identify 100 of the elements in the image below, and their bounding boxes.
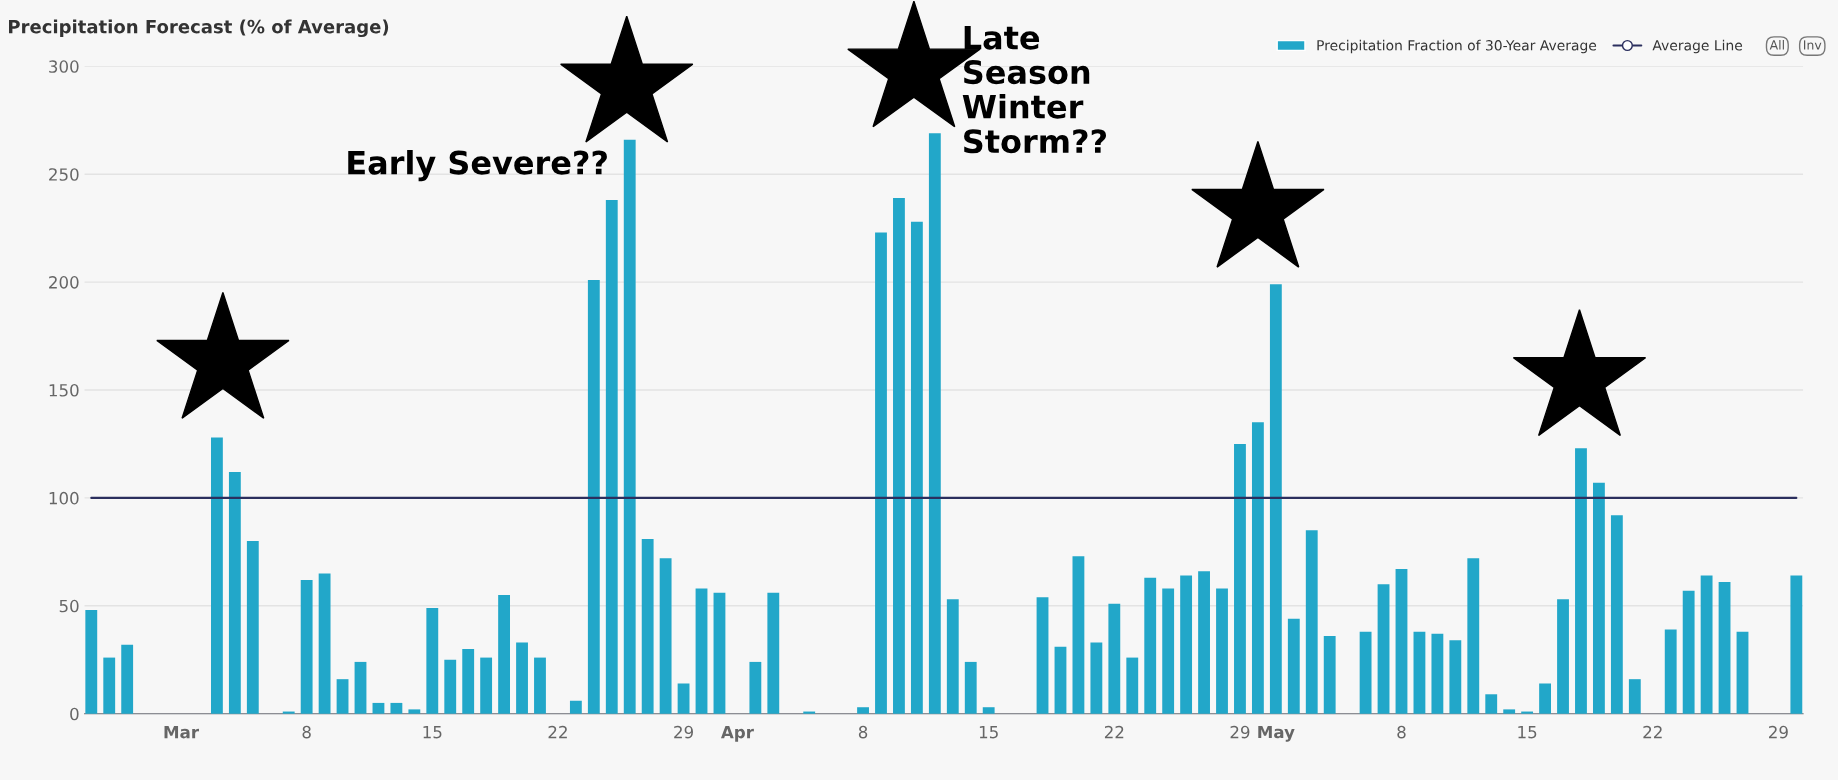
bar (1718, 582, 1731, 714)
bar (1503, 709, 1516, 714)
bar (354, 661, 367, 714)
x-tick-label: May (1258, 725, 1295, 742)
bar (1682, 590, 1695, 714)
bar (1072, 556, 1085, 714)
text: All (1769, 39, 1784, 50)
y-tick-label: 50 (59, 599, 79, 613)
bar (1413, 631, 1426, 714)
bar (982, 707, 995, 714)
bar (462, 648, 475, 714)
bar (928, 133, 941, 714)
x-tick-label: 15 (1518, 726, 1537, 739)
bar (695, 588, 708, 714)
bar (1359, 631, 1372, 714)
bar (767, 592, 780, 714)
bar (964, 661, 977, 714)
bar (659, 558, 672, 714)
x-tick-label: 8 (858, 725, 868, 739)
y-tick-label: 150 (49, 383, 79, 397)
annotation: Early Severe?? (348, 149, 607, 182)
bar (605, 200, 618, 714)
bar (390, 702, 403, 714)
bar (210, 437, 223, 714)
bar (1036, 597, 1049, 714)
bar (408, 709, 421, 714)
bar (893, 197, 905, 714)
bar (426, 607, 439, 714)
x-tick-label: 22 (1104, 725, 1124, 739)
bar (1216, 588, 1228, 714)
bar (228, 472, 241, 714)
bar (677, 683, 690, 714)
bar (910, 221, 923, 714)
x-tick-label: 8 (302, 725, 311, 739)
bar (1180, 575, 1193, 714)
text: Inv (1803, 40, 1822, 50)
bar (623, 139, 636, 714)
x-tick-label: 22 (1643, 725, 1662, 739)
bar (713, 592, 726, 714)
y-tick-label: 200 (49, 276, 79, 289)
bar (336, 679, 349, 714)
bar (641, 538, 654, 714)
bar (480, 657, 493, 714)
x-tick-label: Apr (720, 726, 754, 742)
chart-title: Precipitation Forecast (% of Average) (9, 19, 389, 38)
bar (1162, 588, 1175, 714)
bar (1736, 631, 1749, 714)
bar (1198, 571, 1210, 714)
y-tick-label: 100 (49, 491, 79, 505)
bar (1628, 679, 1641, 714)
bar (569, 700, 582, 714)
bar (1323, 636, 1336, 714)
bar (1610, 515, 1623, 714)
bar (803, 711, 816, 714)
bar (282, 711, 295, 714)
x-tick-label: 22 (548, 725, 567, 739)
bar (1700, 575, 1713, 714)
legend-label: Precipitation Fraction of 30-Year Average (1317, 39, 1597, 54)
bar (1539, 683, 1551, 714)
bar (1664, 629, 1677, 714)
bar (1305, 530, 1318, 714)
bar (1108, 603, 1121, 714)
bar (318, 573, 331, 714)
bar (587, 279, 600, 714)
x-tick-label: 29 (1769, 725, 1788, 739)
x-tick-label: 15 (979, 726, 998, 739)
x-tick-label: 29 (674, 725, 693, 739)
bar (749, 661, 762, 714)
y-tick-label: 250 (49, 168, 79, 181)
x-tick-label: 8 (1397, 725, 1406, 739)
bar (300, 579, 313, 714)
bar (1485, 694, 1498, 714)
bar (444, 659, 457, 714)
bar (857, 707, 869, 714)
bar (1431, 633, 1444, 714)
bar (1557, 599, 1569, 714)
bar (1054, 646, 1067, 714)
bar (875, 232, 887, 714)
bar (1234, 443, 1246, 714)
bar (1575, 448, 1587, 714)
bar (946, 599, 959, 714)
bar (1287, 618, 1300, 714)
bar (1377, 584, 1390, 714)
bar (1395, 569, 1408, 714)
bar (1449, 640, 1462, 714)
bar (246, 541, 259, 714)
bar (121, 644, 134, 714)
bar (1251, 422, 1264, 714)
bar (1126, 657, 1139, 714)
y-tick-label: 0 (70, 707, 79, 721)
bar (1144, 577, 1157, 714)
bar (516, 642, 528, 714)
bar (1593, 482, 1605, 714)
bar (1269, 284, 1282, 714)
y-tick-label: 300 (49, 60, 79, 73)
bar (1790, 575, 1803, 714)
bar (1467, 558, 1480, 714)
annotation: Late Season Winter Storm?? (962, 25, 1107, 154)
bar (1090, 642, 1103, 714)
x-tick-label: 29 (1230, 725, 1250, 739)
